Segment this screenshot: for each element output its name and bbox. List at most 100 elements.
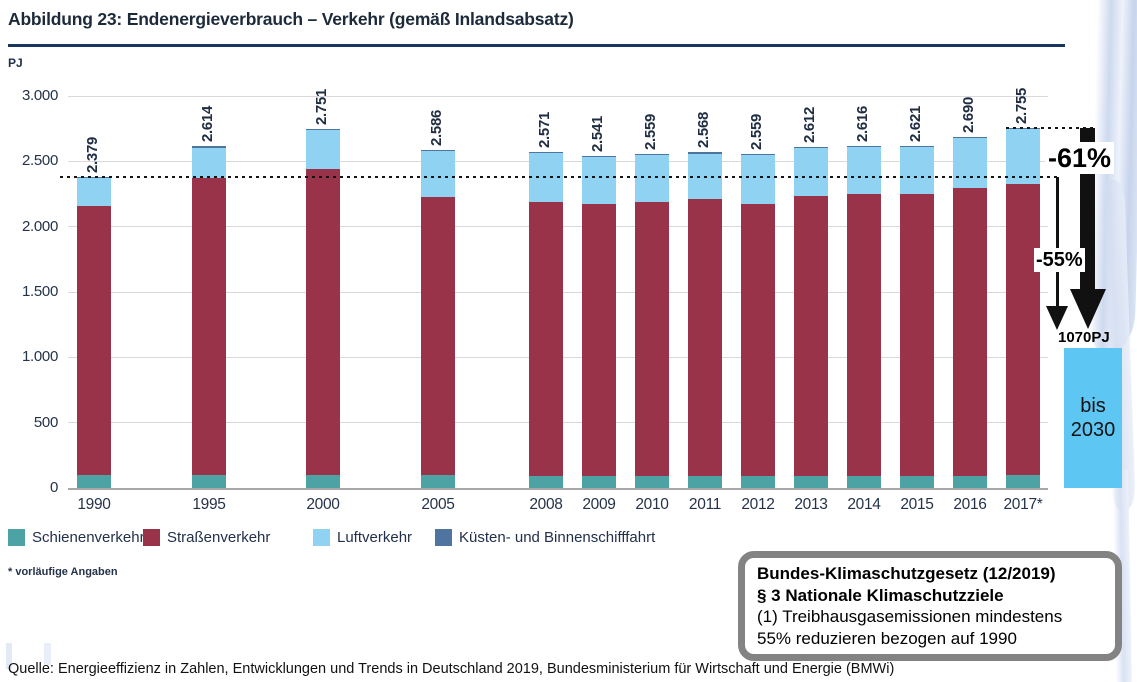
bar-segment	[847, 147, 881, 194]
x-tick-label: 2005	[421, 496, 455, 513]
bar-segment	[582, 157, 616, 205]
bar-segment	[847, 146, 881, 148]
legend-swatch	[143, 529, 160, 546]
legend-swatch	[313, 529, 330, 546]
label-minus-61-percent: -61%	[1045, 142, 1115, 174]
page-curl-decoration	[44, 643, 51, 665]
bar-segment	[635, 475, 669, 488]
bar-value-label: 2.559	[748, 113, 765, 150]
bar-segment	[635, 154, 669, 202]
legend-label: Küsten- und Binnenschifffahrt	[459, 529, 656, 546]
bar-value-label: 2.571	[536, 112, 553, 149]
bar-value-label: 2.612	[801, 106, 818, 143]
gridline	[68, 95, 1048, 97]
bar-segment	[192, 146, 226, 148]
source-line: Quelle: Energieeffizienz in Zahlen, Entw…	[8, 661, 895, 677]
bar-segment	[953, 137, 987, 189]
law-box-line2: § 3 Nationale Klimaschutzziele	[757, 585, 1004, 605]
arrow-55-percent-head	[1046, 306, 1068, 330]
bar-segment	[192, 147, 226, 179]
law-box-line3: (1) Treibhausgasemissionen mindestens	[757, 607, 1063, 626]
bar-segment	[953, 188, 987, 476]
bar-value-label: 2.614	[199, 106, 216, 143]
bar-segment	[582, 476, 616, 488]
bar-segment	[77, 205, 111, 475]
bar-segment	[306, 474, 340, 488]
x-tick-label: 2008	[529, 496, 563, 513]
bar-segment	[900, 475, 934, 488]
legend-item: Schienenverkehr	[8, 529, 145, 546]
bar-segment	[635, 153, 669, 155]
legend-label: Schienenverkehr	[32, 529, 145, 546]
bar-segment	[847, 194, 881, 476]
bar-value-label: 2.586	[428, 110, 445, 147]
bar-segment	[900, 194, 934, 476]
bar-segment	[421, 150, 455, 152]
bar-segment	[421, 196, 455, 475]
bar-segment	[794, 148, 828, 196]
bar-segment	[529, 152, 563, 154]
bar-segment	[1006, 129, 1040, 184]
legend-swatch	[435, 529, 452, 546]
bar-segment	[1006, 183, 1040, 475]
bar-value-label: 2.559	[642, 113, 659, 150]
bar-segment	[1006, 474, 1040, 488]
bar-segment	[77, 178, 111, 206]
x-tick-label: 2014	[847, 496, 881, 513]
target-bar-label: bis 2030	[1070, 395, 1116, 442]
y-tick-label: 3.000	[21, 87, 58, 104]
y-tick-label: 2.500	[21, 152, 58, 170]
bar-segment	[306, 128, 340, 130]
bar-segment	[741, 154, 775, 205]
arrow-61-percent-head	[1070, 289, 1106, 329]
bar-value-label: 2.621	[907, 105, 924, 142]
y-tick-label: 500	[33, 413, 58, 431]
target-bar-2030: bis 2030	[1064, 348, 1122, 488]
bar-segment	[741, 204, 775, 477]
x-tick-label: 1990	[77, 496, 111, 513]
bar-segment	[847, 475, 881, 488]
x-tick-label: 2009	[582, 496, 616, 513]
bar-segment	[192, 178, 226, 475]
bar-value-label: 2.616	[854, 106, 871, 143]
bar-value-label: 2.379	[84, 137, 101, 174]
law-box-line4: 55% reduzieren bezogen auf 1990	[757, 628, 1017, 648]
bar-segment	[794, 475, 828, 488]
bar-segment	[582, 204, 616, 477]
bar-segment	[900, 146, 934, 194]
x-tick-label: 2000	[306, 496, 340, 513]
x-axis-line	[68, 487, 1048, 490]
bar-segment	[741, 153, 775, 155]
label-target-value: 1070PJ	[1058, 329, 1110, 346]
bar-segment	[582, 155, 616, 158]
legend-item: Küsten- und Binnenschifffahrt	[435, 529, 655, 546]
legend-item: Luftverkehr	[313, 529, 412, 546]
bar-segment	[529, 475, 563, 488]
bar-segment	[688, 475, 722, 488]
bar-segment	[794, 195, 828, 476]
bar-segment	[421, 151, 455, 197]
page-curl-decoration	[6, 643, 12, 669]
x-tick-label: 2010	[635, 496, 669, 513]
y-tick-label: 2.000	[21, 217, 58, 235]
bar-segment	[953, 136, 987, 138]
bar-segment	[688, 152, 722, 154]
x-tick-label: 2013	[794, 496, 828, 513]
bar-segment	[529, 201, 563, 476]
bar-segment	[77, 474, 111, 488]
bar-segment	[421, 474, 455, 488]
bar-value-label: 2.751	[313, 88, 330, 125]
legend-swatch	[8, 529, 25, 546]
y-tick-label: 1.000	[21, 348, 58, 366]
bar-segment	[741, 476, 775, 488]
bar-segment	[794, 146, 828, 148]
bar-value-label: 2.690	[960, 96, 977, 133]
y-tick-label: 0	[49, 479, 58, 496]
bar-segment	[306, 169, 340, 475]
reference-line-2017	[1006, 127, 1095, 129]
bar-segment	[900, 145, 934, 147]
bar-value-label: 2.755	[1013, 87, 1030, 124]
bar-segment	[192, 474, 226, 488]
label-minus-55-percent: -55%	[1034, 248, 1085, 272]
